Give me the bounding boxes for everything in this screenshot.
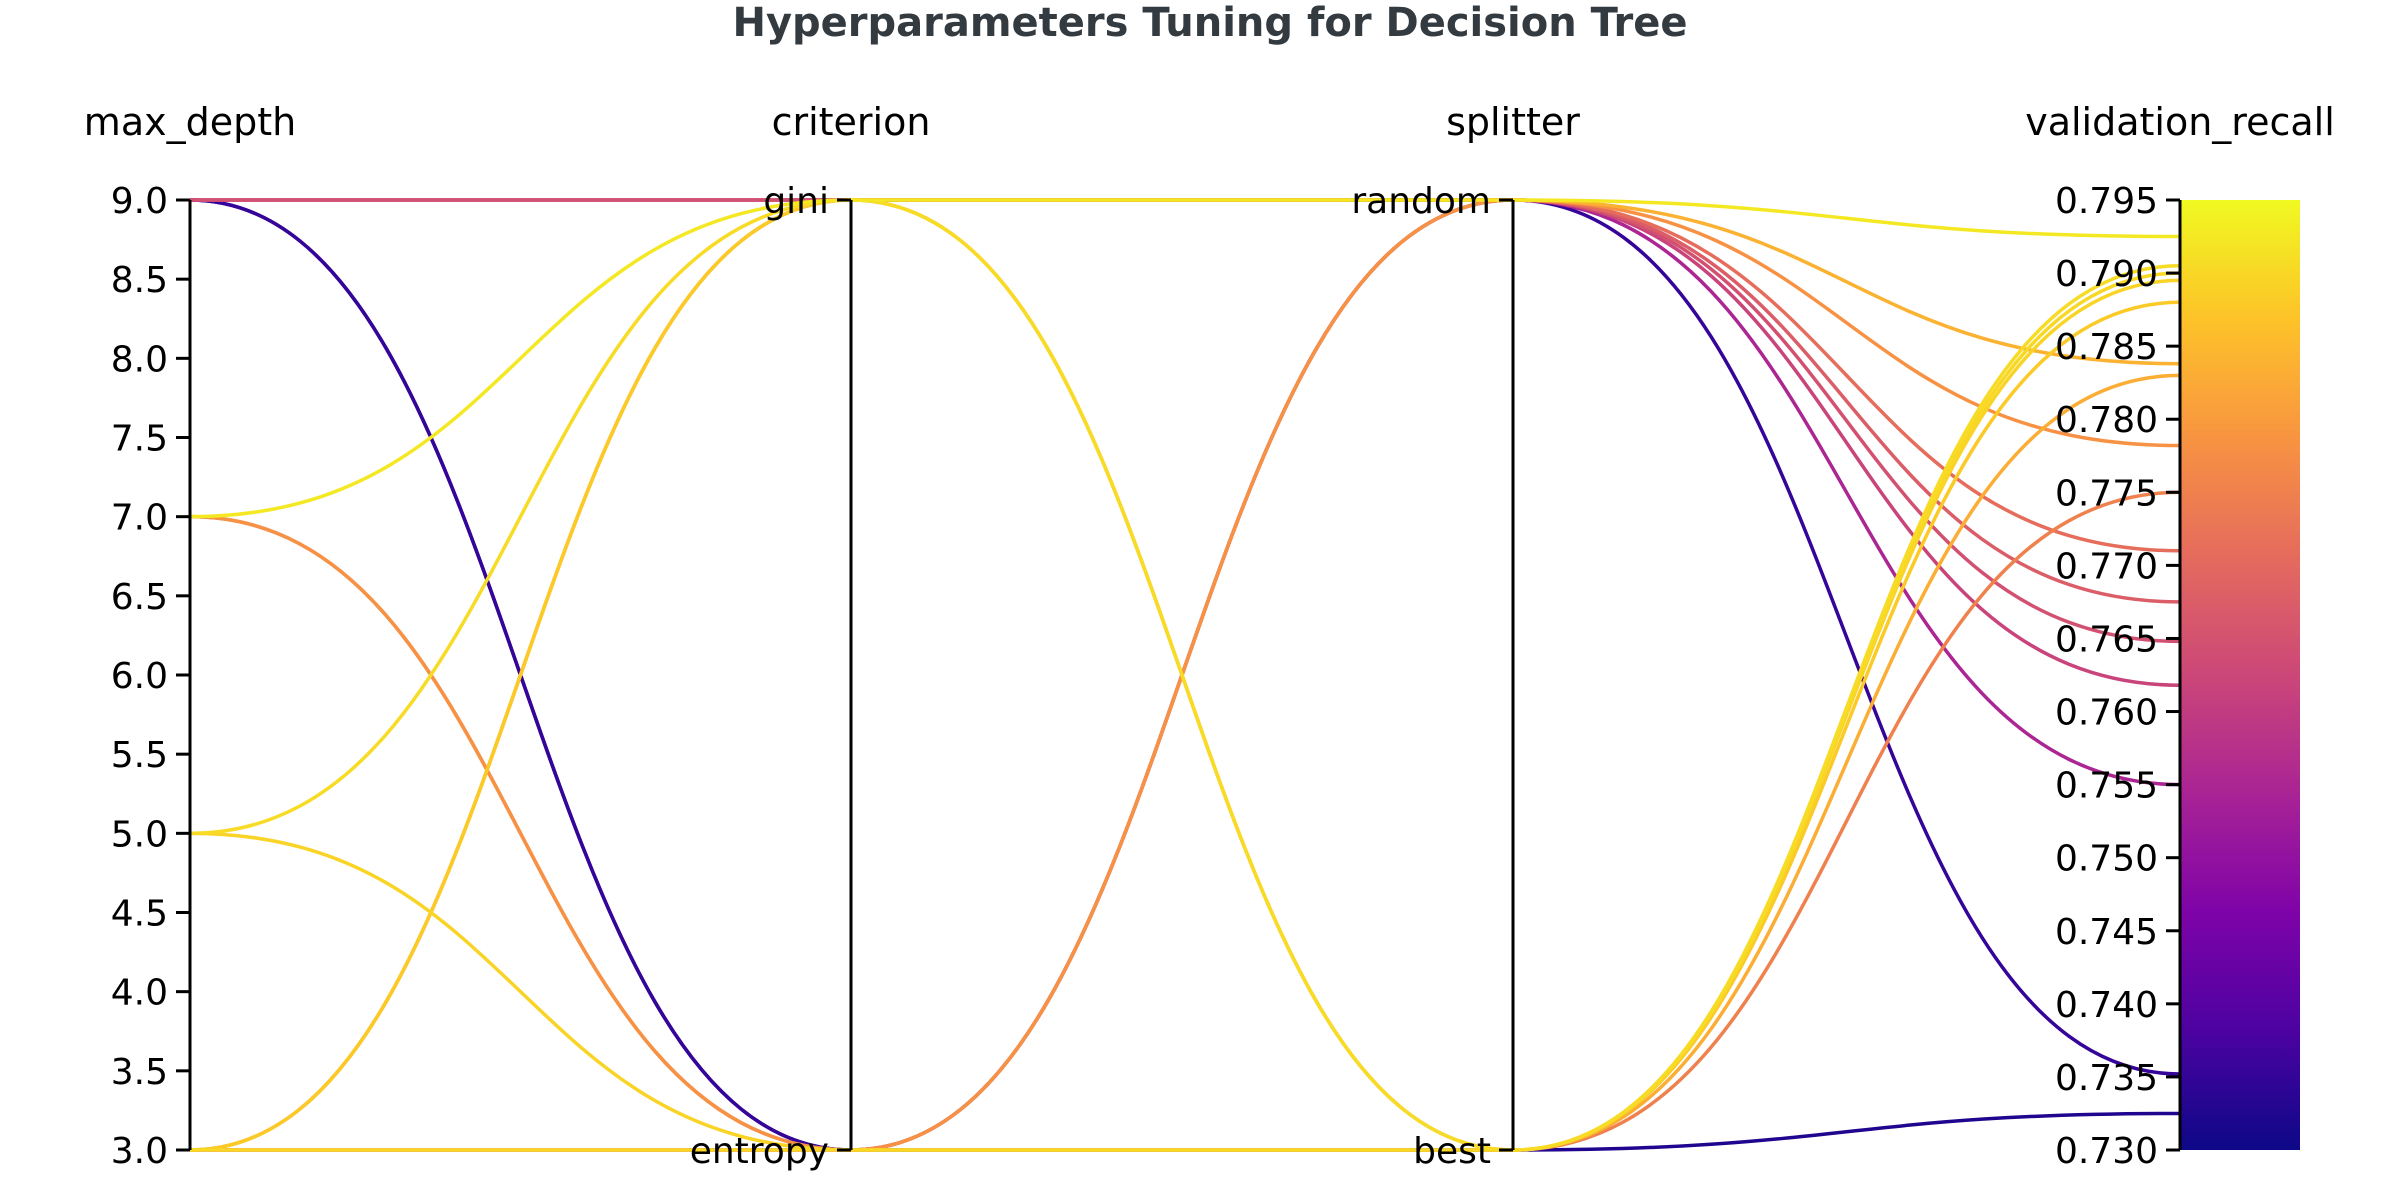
tick-label: 0.775	[2055, 473, 2158, 514]
axes: max_depth 3.0 3.5 4.0 4.5 5.0 5.5 6.0 6.5 7.0 7.5 8…	[84, 100, 2335, 1172]
trial-line	[189, 198, 2181, 1152]
tick-label: 3.0	[111, 1131, 168, 1172]
tick-label: 0.730	[2055, 1131, 2158, 1172]
tick-label: 0.770	[2055, 546, 2158, 587]
trial-line	[189, 198, 2181, 1152]
tick-label: 5.5	[111, 735, 168, 776]
trial-line	[190, 198, 2181, 1152]
trial-line	[189, 198, 2181, 1152]
trial-line	[190, 271, 2181, 1152]
tick-label: 4.5	[111, 894, 168, 935]
tick-label: entropy	[690, 1131, 829, 1172]
tick-label: 6.0	[111, 656, 168, 697]
tick-label: 0.790	[2055, 254, 2158, 295]
tick-label: 6.5	[111, 577, 168, 618]
trial-line	[189, 198, 2181, 1152]
tick-label: 9.0	[111, 181, 168, 222]
trial-line	[189, 490, 2181, 1152]
tick-label: 0.795	[2055, 181, 2158, 222]
tick-label: 0.765	[2055, 619, 2158, 660]
tick-label: 7.0	[111, 498, 168, 539]
tick-label: 5.0	[111, 814, 168, 855]
tick-label: 3.5	[111, 1052, 168, 1093]
tick-label: random	[1351, 181, 1491, 222]
chart-title: Hyperparameters Tuning for Decision Tree	[732, 0, 1687, 46]
tick-label: 0.735	[2055, 1058, 2158, 1099]
tick-label: 0.780	[2055, 400, 2158, 441]
tick-label: 0.745	[2055, 912, 2158, 953]
trial-line	[189, 198, 2181, 1152]
tick-label: 0.760	[2055, 693, 2158, 734]
axis-title-splitter: splitter	[1446, 100, 1580, 144]
tick-label: best	[1413, 1131, 1491, 1172]
trial-lines	[189, 198, 2181, 1152]
tick-label: 0.750	[2055, 839, 2158, 880]
tick-label: 0.785	[2055, 327, 2158, 368]
axis-title-criterion: criterion	[772, 100, 931, 144]
trial-line	[190, 198, 2181, 1152]
tick-label: 8.0	[111, 339, 168, 380]
trial-line	[189, 198, 2181, 1152]
trial-line	[189, 198, 2181, 1152]
trial-line	[189, 198, 2181, 519]
tick-label: 7.5	[111, 419, 168, 460]
tick-label: 8.5	[111, 260, 168, 301]
tick-label: gini	[763, 181, 829, 222]
tick-label: 0.740	[2055, 985, 2158, 1026]
tick-label: 0.755	[2055, 766, 2158, 807]
axis-title-max_depth: max_depth	[84, 100, 296, 144]
axis-title-validation_recall: validation_recall	[2025, 100, 2335, 144]
color-bar	[2180, 200, 2300, 1150]
tick-label: 4.0	[111, 973, 168, 1014]
